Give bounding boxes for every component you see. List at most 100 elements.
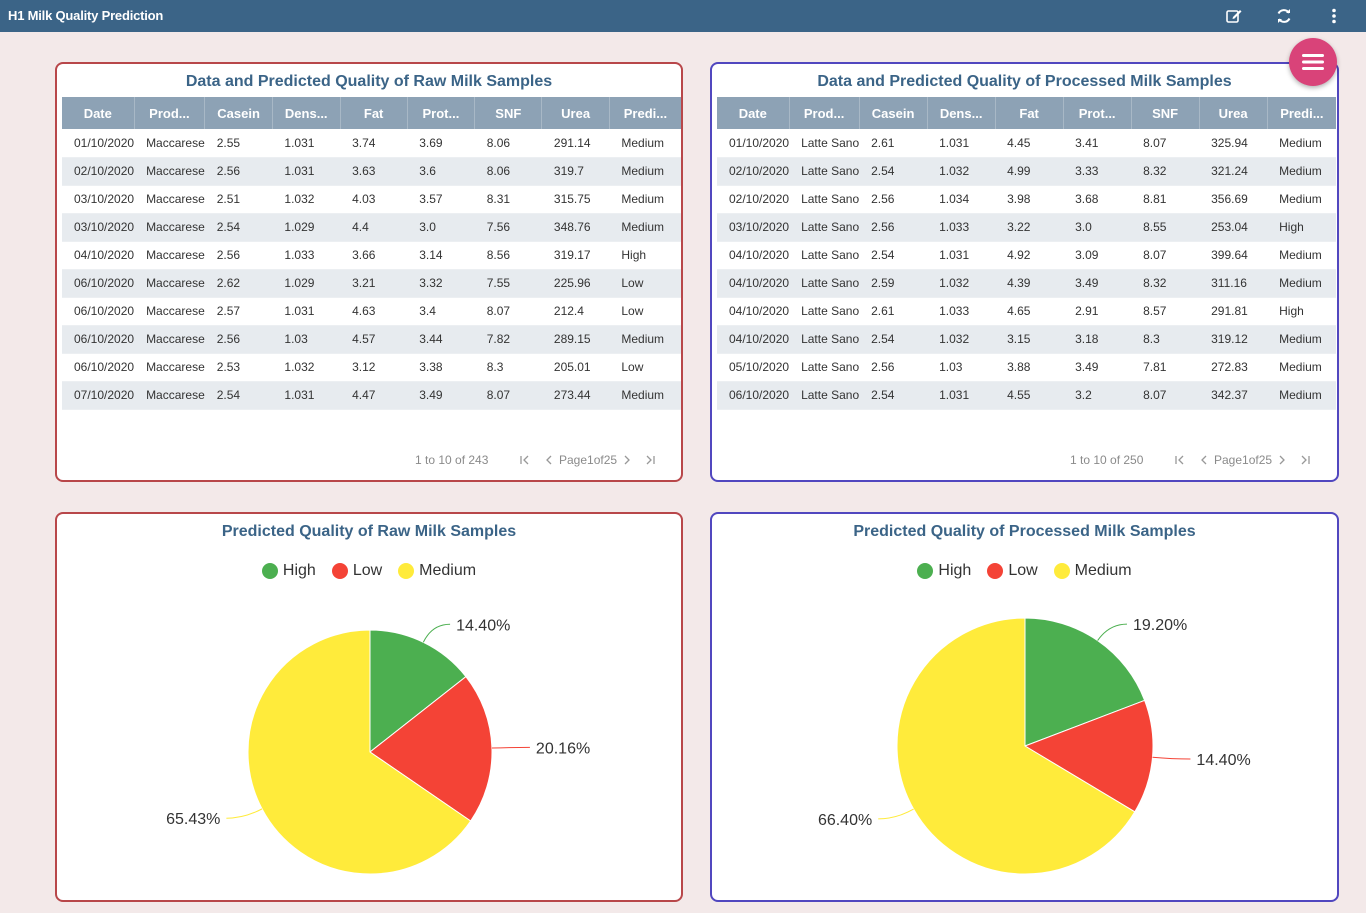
more-vertical-icon[interactable] [1322, 4, 1346, 28]
table-cell: 01/10/2020 [62, 129, 135, 158]
legend-item-low[interactable]: Low [987, 562, 1038, 580]
pie-slice-low[interactable] [369, 675, 493, 822]
column-header[interactable]: SNF [1131, 97, 1200, 129]
table-row[interactable]: 06/10/2020 Maccarese 2.62 1.029 3.21 3.32 7.55… [62, 269, 681, 298]
table-cell: 06/10/2020 [62, 269, 135, 298]
table-cell: Medium [1267, 185, 1337, 214]
table-cell: 1.031 [272, 157, 341, 186]
table-cell: 319.12 [1199, 325, 1268, 354]
legend-item-medium[interactable]: Medium [398, 562, 476, 580]
column-header[interactable]: Predi... [609, 97, 681, 129]
column-header[interactable]: Date [62, 97, 135, 129]
table-row[interactable]: 04/10/2020 Maccarese 2.56 1.033 3.66 3.14 8.56… [62, 241, 681, 270]
column-header[interactable]: Fat [340, 97, 408, 129]
pie-slice-low[interactable] [1023, 699, 1154, 813]
table-header-row: Date Prod... Casein Dens... Fat Prot... SNF Ure… [62, 97, 681, 129]
table-cell: 1.031 [272, 381, 341, 410]
table-cell: 05/10/2020 [717, 353, 790, 382]
prev-page-icon[interactable] [543, 453, 555, 467]
table-row[interactable]: 04/10/2020 Latte Sano 2.54 1.031 4.92 3.09 8.0… [717, 241, 1337, 270]
table-cell: 1.031 [272, 129, 341, 158]
table-row[interactable]: 04/10/2020 Latte Sano 2.54 1.032 3.15 3.18 8.3… [717, 325, 1337, 354]
table-row[interactable]: 05/10/2020 Latte Sano 2.56 1.03 3.88 3.49 7.81… [717, 353, 1337, 382]
table-row[interactable]: 03/10/2020 Maccarese 2.54 1.029 4.4 3.0 7.56 34… [62, 213, 681, 242]
column-header[interactable]: Urea [541, 97, 610, 129]
processed-pie-legend: High Low Medium [712, 562, 1337, 580]
column-header[interactable]: Date [717, 97, 790, 129]
column-header[interactable]: Predi... [1267, 97, 1337, 129]
table-cell: 8.32 [1131, 157, 1200, 186]
table-cell: Latte Sano [789, 381, 860, 410]
column-header[interactable]: Prot... [1063, 97, 1132, 129]
table-cell: Latte Sano [789, 129, 860, 158]
column-header[interactable]: Prod... [789, 97, 860, 129]
table-row[interactable]: 04/10/2020 Latte Sano 2.61 1.033 4.65 2.91 8.5… [717, 297, 1337, 326]
first-page-icon[interactable] [519, 453, 531, 467]
column-header[interactable]: Fat [995, 97, 1064, 129]
table-row[interactable]: 01/10/2020 Latte Sano 2.61 1.031 4.45 3.41 8.0… [717, 129, 1337, 158]
table-cell: 2.51 [204, 185, 273, 214]
table-cell: 3.15 [995, 325, 1064, 354]
prev-page-icon[interactable] [1198, 453, 1210, 467]
table-cell: 8.07 [1131, 241, 1200, 270]
table-cell: Medium [609, 185, 681, 214]
menu-fab-button[interactable] [1289, 38, 1337, 86]
table-row[interactable]: 07/10/2020 Maccarese 2.54 1.031 4.47 3.49 8.07… [62, 381, 681, 410]
column-header[interactable]: Casein [859, 97, 928, 129]
next-page-icon[interactable] [1276, 453, 1288, 467]
legend-item-medium[interactable]: Medium [1053, 562, 1132, 580]
table-row[interactable]: 06/10/2020 Maccarese 2.56 1.03 4.57 3.44 7.82 2… [62, 325, 681, 354]
table-row[interactable]: 03/10/2020 Maccarese 2.51 1.032 4.03 3.57 8.31… [62, 185, 681, 214]
table-row[interactable]: 03/10/2020 Latte Sano 2.56 1.033 3.22 3.0 8.55… [717, 213, 1337, 242]
table-cell: 3.0 [407, 213, 475, 242]
first-page-icon[interactable] [1174, 453, 1186, 467]
column-header[interactable]: Casein [204, 97, 273, 129]
table-cell: 4.99 [995, 157, 1064, 186]
refresh-icon[interactable] [1272, 4, 1296, 28]
table-row[interactable]: 06/10/2020 Maccarese 2.53 1.032 3.12 3.38 8.3 2… [62, 353, 681, 382]
table-cell: 06/10/2020 [62, 325, 135, 354]
edit-icon[interactable] [1222, 4, 1246, 28]
table-cell: 2.56 [204, 325, 273, 354]
column-header[interactable]: Dens... [927, 97, 996, 129]
processed-pie-card: Predicted Quality of Processed Milk Samp… [710, 512, 1339, 902]
table-cell: 225.96 [541, 269, 610, 298]
pie-slice-medium[interactable] [896, 617, 1136, 875]
pie-leader-line [1152, 756, 1191, 760]
table-cell: Medium [1267, 381, 1337, 410]
table-row[interactable]: 04/10/2020 Latte Sano 2.59 1.032 4.39 3.49 8.3… [717, 269, 1337, 298]
legend-item-low[interactable]: Low [331, 562, 382, 580]
raw-pie-legend: High Low Medium [57, 562, 681, 580]
legend-item-high[interactable]: High [261, 562, 316, 580]
table-cell: Latte Sano [789, 297, 860, 326]
column-header[interactable]: Prot... [407, 97, 476, 129]
last-page-icon[interactable] [644, 453, 656, 467]
raw-table-title: Data and Predicted Quality of Raw Milk S… [185, 73, 553, 90]
table-row[interactable]: 02/10/2020 Maccarese 2.56 1.031 3.63 3.6 8.06 3… [62, 157, 681, 186]
column-header[interactable]: Dens... [272, 97, 341, 129]
table-row[interactable]: 06/10/2020 Latte Sano 2.54 1.031 4.55 3.2 8.07… [717, 381, 1337, 410]
table-row[interactable]: 02/10/2020 Latte Sano 2.56 1.034 3.98 3.68 8.8… [717, 185, 1337, 214]
table-cell: 04/10/2020 [717, 269, 790, 298]
last-page-icon[interactable] [1299, 453, 1311, 467]
pie-slice-high[interactable] [1024, 617, 1146, 747]
table-cell: Maccarese [134, 297, 205, 326]
table-row[interactable]: 02/10/2020 Latte Sano 2.54 1.032 4.99 3.33 8.3… [717, 157, 1337, 186]
table-cell: 3.2 [1063, 381, 1132, 410]
column-header[interactable]: Urea [1199, 97, 1268, 129]
pie-slice-high[interactable] [369, 629, 467, 754]
next-page-icon[interactable] [621, 453, 633, 467]
column-header[interactable]: Prod... [134, 97, 206, 129]
pie-slice-medium[interactable] [247, 629, 472, 875]
legend-item-high[interactable]: High [917, 562, 971, 580]
column-header[interactable]: SNF [474, 97, 543, 129]
table-cell: 3.74 [340, 129, 408, 158]
table-cell: Latte Sano [789, 185, 860, 214]
table-cell: 3.32 [407, 269, 475, 298]
table-cell: 3.14 [407, 241, 475, 270]
table-cell: 2.54 [859, 381, 928, 410]
table-cell: 3.18 [1063, 325, 1132, 354]
table-row[interactable]: 06/10/2020 Maccarese 2.57 1.031 4.63 3.4 8.07 2… [62, 297, 681, 326]
table-row[interactable]: 01/10/2020 Maccarese 2.55 1.031 3.74 3.69 8.06… [62, 129, 681, 158]
table-cell: 06/10/2020 [62, 297, 135, 326]
